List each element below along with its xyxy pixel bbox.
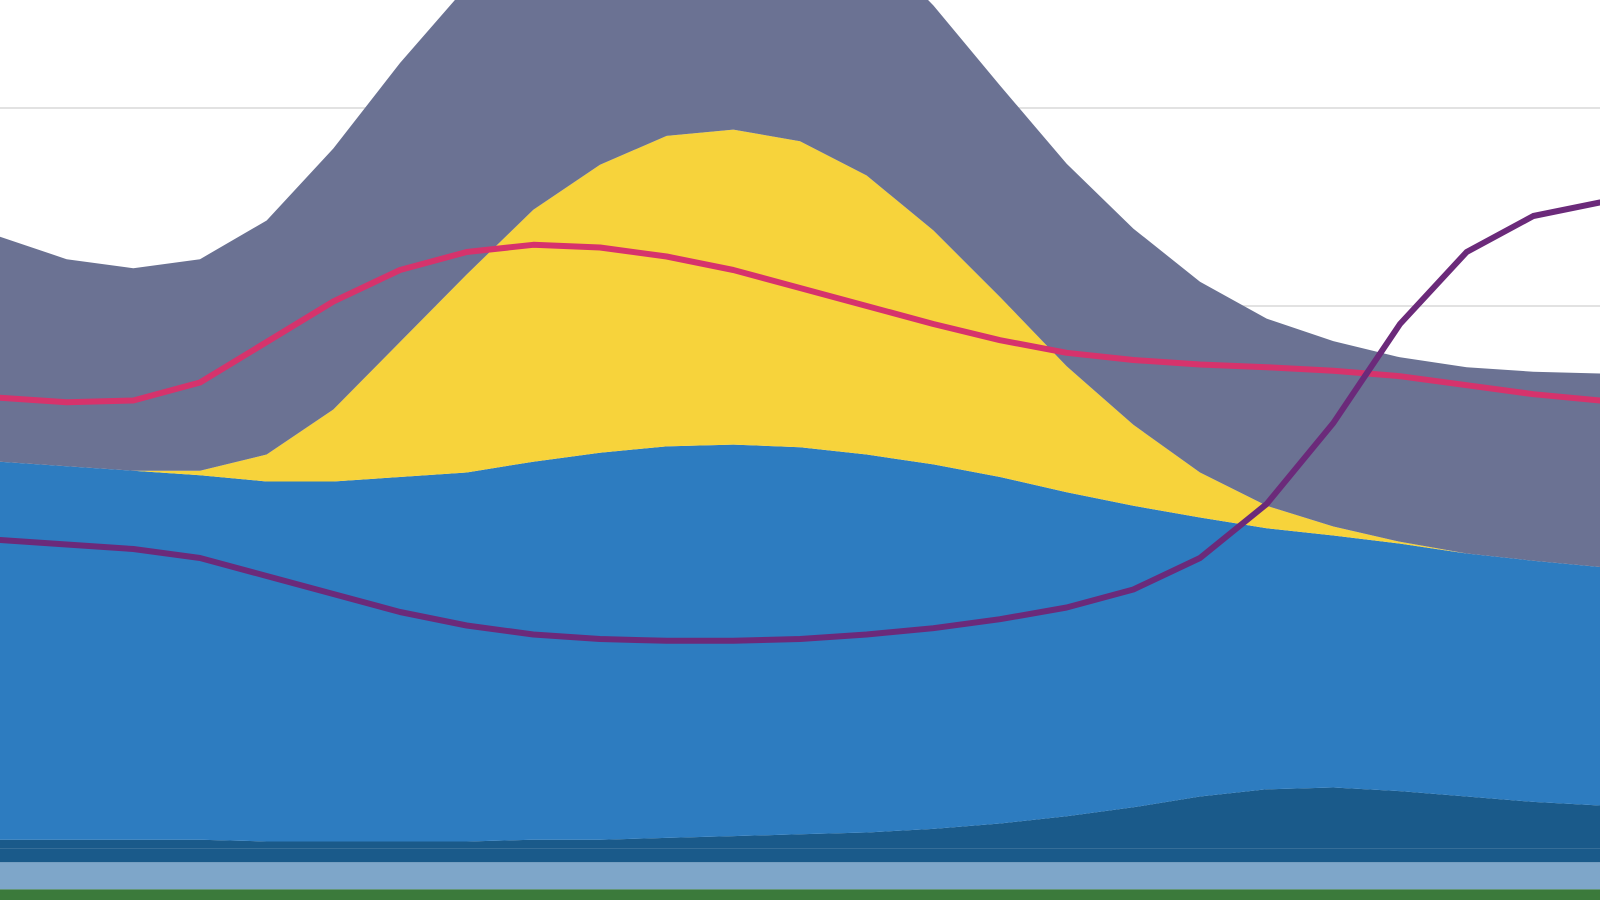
band-darkblue-thin [0, 849, 1600, 863]
band-green [0, 889, 1600, 900]
chart-svg [0, 0, 1600, 900]
stacked-area-chart [0, 0, 1600, 900]
band-lightblue [0, 862, 1600, 889]
